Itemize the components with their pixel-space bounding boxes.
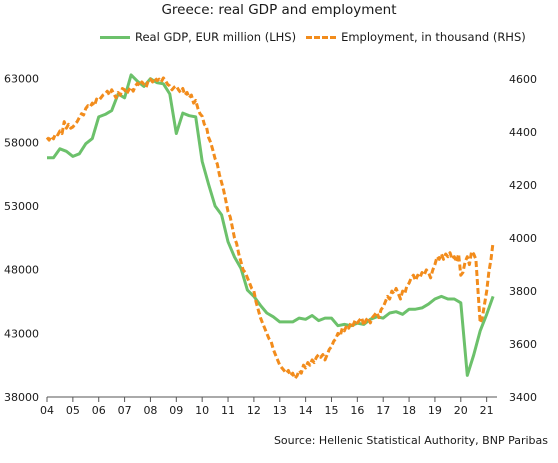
y-right-tick-label: 3400 bbox=[509, 391, 537, 404]
legend-label-employment: Employment, in thousand (RHS) bbox=[341, 30, 526, 44]
tick-labels-layer: 04 05 06 07 08 09 10 11 12 13 14 15 16 17 18 19 20 21 3800… bbox=[4, 73, 537, 417]
y-right-tick-label: 4600 bbox=[509, 73, 537, 86]
chart-title: Greece: real GDP and employment bbox=[161, 2, 397, 18]
series-line-employment bbox=[45, 76, 495, 380]
x-tick-label: 13 bbox=[273, 404, 287, 417]
x-tick-label: 09 bbox=[169, 404, 183, 417]
x-tick-label: 17 bbox=[376, 404, 390, 417]
x-tick-label: 04 bbox=[40, 404, 54, 417]
source-note: Source: Hellenic Statistical Authority, … bbox=[273, 434, 548, 447]
y-right-tick-label: 4400 bbox=[509, 126, 537, 139]
x-tick-label: 12 bbox=[247, 404, 261, 417]
legend-swatch-gdp bbox=[100, 35, 130, 39]
legend-item-gdp: Real GDP, EUR million (LHS) bbox=[100, 30, 296, 44]
x-tick-label: 19 bbox=[428, 404, 442, 417]
y-left-tick-label: 43000 bbox=[4, 327, 39, 340]
axes-layer bbox=[46, 396, 497, 402]
x-tick-label: 21 bbox=[480, 404, 494, 417]
x-tick-label: 06 bbox=[92, 404, 106, 417]
chart-legend: Real GDP, EUR million (LHS) Employment, … bbox=[100, 29, 536, 45]
y-left-tick-label: 38000 bbox=[4, 391, 39, 404]
x-tick-label: 10 bbox=[195, 404, 209, 417]
x-tick-label: 07 bbox=[118, 404, 132, 417]
x-tick-label: 16 bbox=[350, 404, 364, 417]
x-tick-label: 18 bbox=[402, 404, 416, 417]
series-layer bbox=[45, 73, 495, 380]
x-tick-label: 11 bbox=[221, 404, 235, 417]
y-right-tick-label: 3800 bbox=[509, 285, 537, 298]
x-tick-label: 08 bbox=[143, 404, 157, 417]
x-tick-label: 05 bbox=[66, 404, 80, 417]
y-left-tick-label: 58000 bbox=[4, 136, 39, 149]
y-right-tick-label: 4200 bbox=[509, 179, 537, 192]
legend-label-gdp: Real GDP, EUR million (LHS) bbox=[135, 30, 297, 44]
y-left-tick-label: 53000 bbox=[4, 200, 39, 213]
series-line-gdp bbox=[47, 73, 495, 377]
y-left-tick-label: 48000 bbox=[4, 264, 39, 277]
x-tick-label: 15 bbox=[324, 404, 338, 417]
x-tick-label: 20 bbox=[454, 404, 468, 417]
y-right-tick-label: 3600 bbox=[509, 338, 537, 351]
legend-swatch-employment bbox=[306, 35, 337, 39]
x-tick-label: 14 bbox=[299, 404, 313, 417]
legend-item-employment: Employment, in thousand (RHS) bbox=[306, 30, 526, 44]
y-right-tick-label: 4000 bbox=[509, 232, 537, 245]
y-left-tick-label: 63000 bbox=[4, 73, 39, 86]
